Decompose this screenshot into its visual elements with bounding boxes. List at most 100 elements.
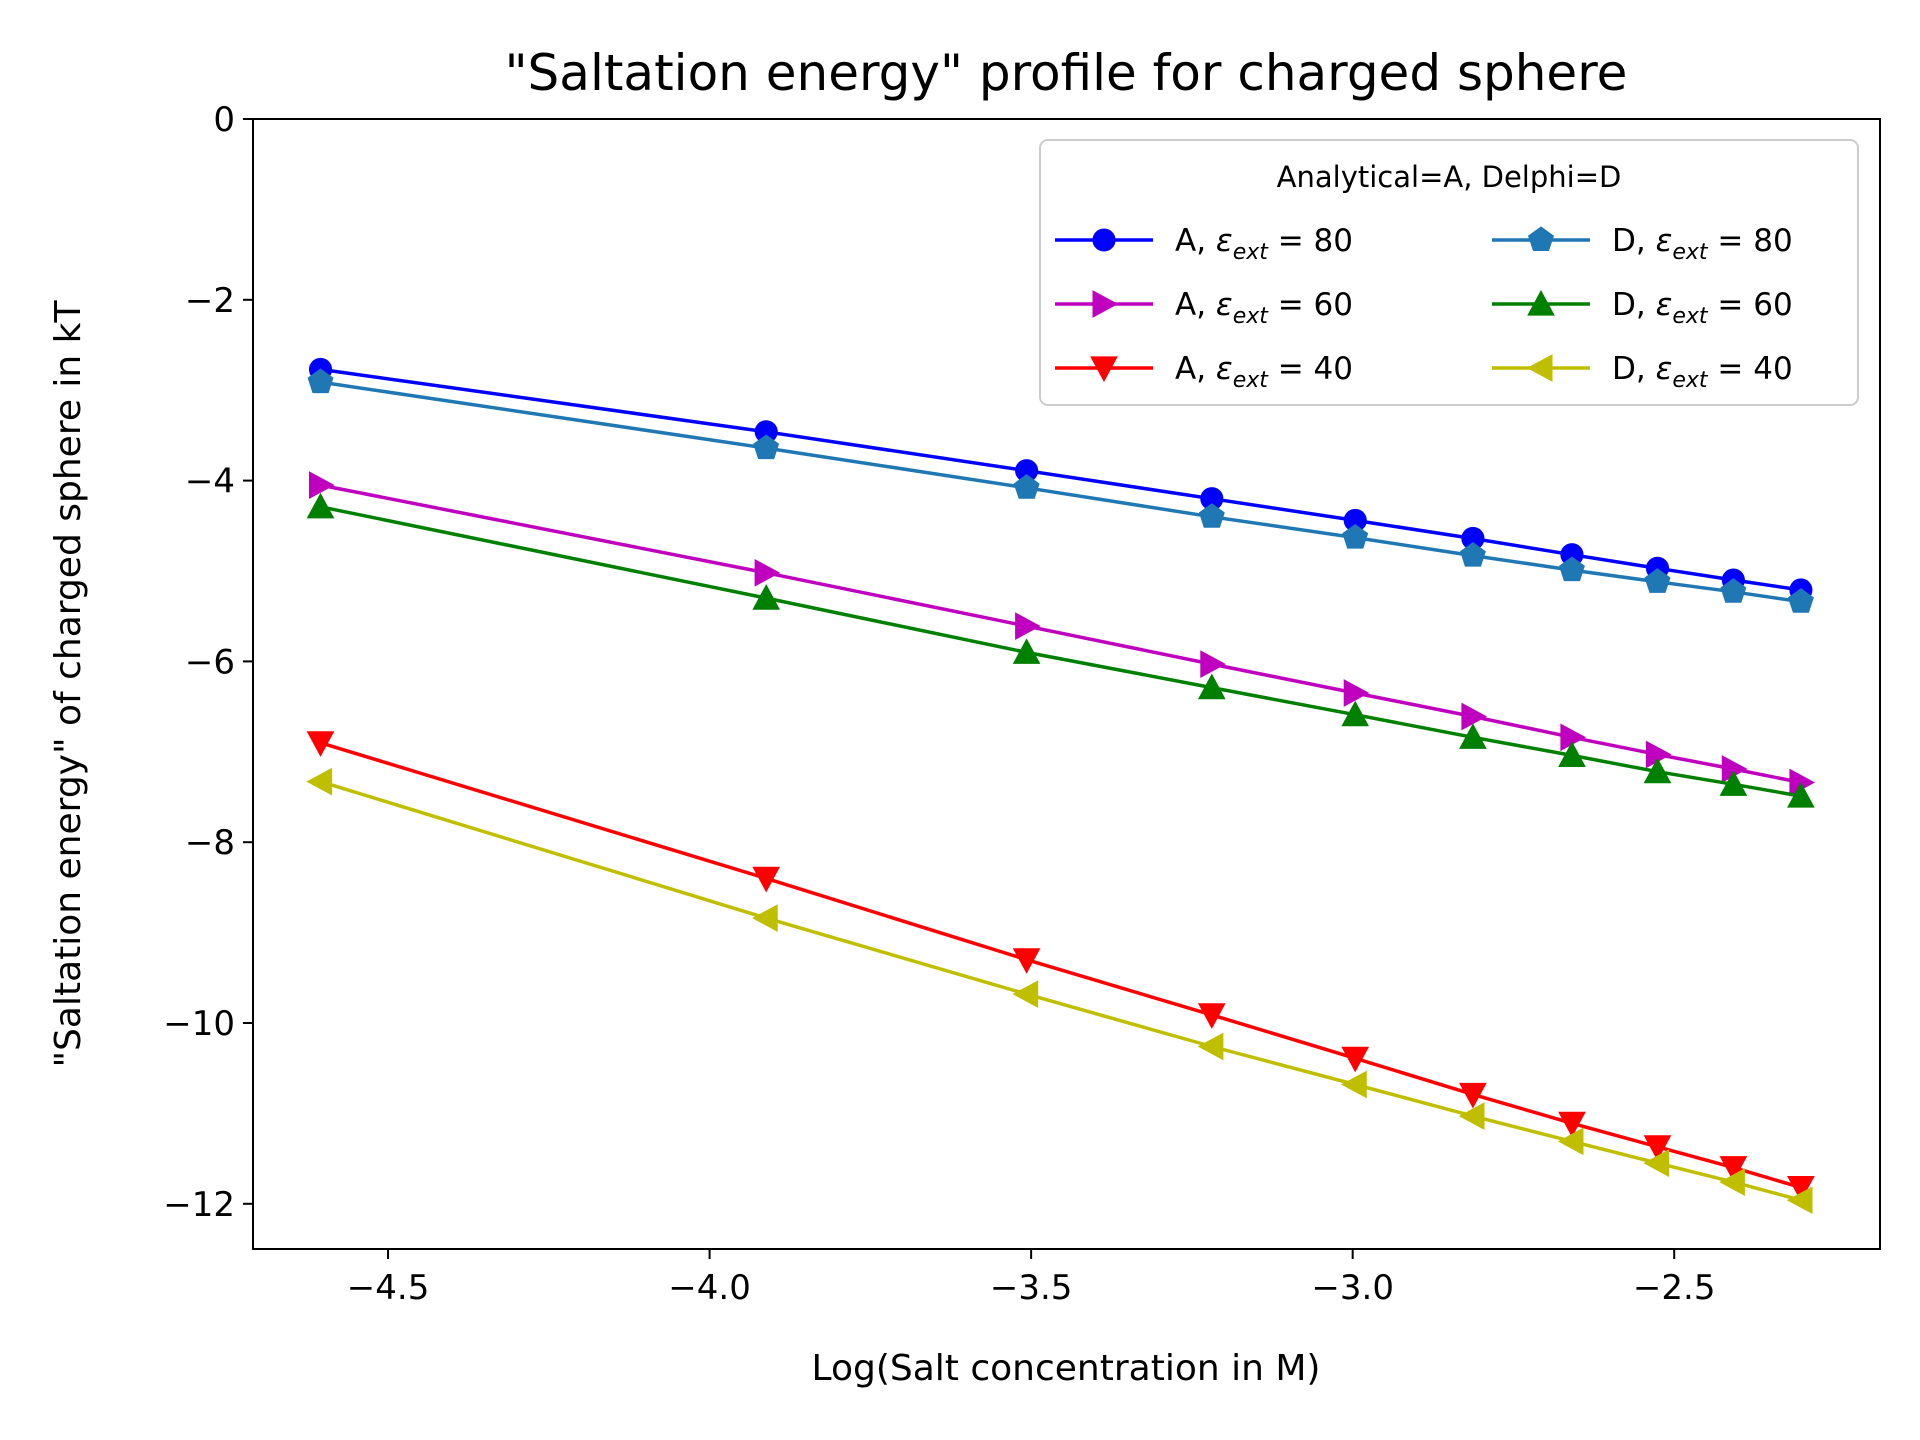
series-line <box>320 483 1802 785</box>
data-point <box>1341 1070 1367 1099</box>
y-tick-label: 0 <box>213 100 235 140</box>
legend: Analytical=A, Delphi=D A, εext = 80A, εe… <box>1039 139 1859 406</box>
data-point <box>1558 1111 1586 1138</box>
y-tick-label: −2 <box>185 281 235 321</box>
legend-title: Analytical=A, Delphi=D <box>1277 160 1622 194</box>
legend-label: A, εext = 40 <box>1175 351 1353 393</box>
data-point <box>753 434 780 460</box>
data-point <box>752 584 781 610</box>
series-line <box>319 779 1802 1202</box>
data-point <box>1643 757 1672 784</box>
data-point <box>752 904 778 932</box>
x-axis-label: Log(Salt concentration in M) <box>812 1348 1321 1389</box>
legend-label: D, εext = 80 <box>1612 223 1793 265</box>
x-tick-label: −4.5 <box>347 1268 430 1308</box>
series-5 <box>306 492 1815 808</box>
series-2 <box>309 471 1815 797</box>
y-tick-label: −12 <box>163 1185 235 1225</box>
data-point <box>1719 770 1748 796</box>
data-point <box>1644 568 1671 593</box>
data-point <box>1197 1032 1224 1061</box>
legend-label: D, εext = 60 <box>1612 287 1793 329</box>
data-point <box>1461 702 1487 731</box>
data-point <box>1341 700 1370 727</box>
legend-box <box>1039 139 1859 406</box>
data-point <box>1459 723 1487 749</box>
legend-swatch-marker <box>1528 226 1554 251</box>
data-point <box>1460 541 1486 567</box>
data-point <box>1643 1149 1669 1177</box>
data-point <box>752 866 781 893</box>
legend-entry: A, εext = 40 <box>1055 351 1353 393</box>
y-axis-label: "Saltation energy" of charged sphere in … <box>48 299 89 1067</box>
y-tick-label: −4 <box>185 462 235 502</box>
series-4 <box>307 368 1814 613</box>
data-point <box>1197 673 1226 700</box>
data-point <box>1787 588 1814 613</box>
data-point <box>1342 523 1369 549</box>
data-point <box>306 492 335 519</box>
data-point <box>1341 1046 1370 1073</box>
data-point <box>1643 1135 1672 1161</box>
legend-label: D, εext = 40 <box>1612 351 1793 393</box>
data-point <box>1200 650 1226 678</box>
series-line <box>319 741 1802 1190</box>
y-tick-label: −8 <box>185 823 235 863</box>
data-point <box>1012 980 1039 1008</box>
y-tick-label: −6 <box>185 642 235 682</box>
y-axis: 0 −2 −4 −6 −8 −10 −12 <box>163 100 253 1225</box>
data-point <box>1012 638 1041 664</box>
legend-swatch-marker <box>1092 290 1119 318</box>
legend-entry: A, εext = 60 <box>1055 287 1353 329</box>
y-tick-label: −10 <box>163 1004 235 1044</box>
data-point <box>1786 1186 1813 1215</box>
data-point <box>1459 1082 1487 1109</box>
legend-entry: A, εext = 80 <box>1055 223 1353 265</box>
data-point <box>1197 1003 1226 1029</box>
series-layer <box>306 357 1815 1215</box>
data-point <box>306 731 335 757</box>
data-point <box>1558 741 1586 767</box>
data-point <box>1012 948 1041 974</box>
x-tick-label: −2.5 <box>1633 1268 1716 1308</box>
data-point <box>1557 1127 1584 1156</box>
legend-label: A, εext = 80 <box>1175 223 1353 265</box>
legend-entry: D, εext = 80 <box>1492 223 1793 265</box>
data-point <box>306 767 333 796</box>
series-line <box>320 505 1802 798</box>
data-point <box>754 558 781 587</box>
axes-frame <box>252 118 1881 1250</box>
data-point <box>1787 1176 1815 1202</box>
data-point <box>1720 578 1747 603</box>
data-point <box>1719 1168 1745 1196</box>
legend-swatch-marker <box>1526 354 1553 382</box>
data-point <box>309 471 335 499</box>
data-point <box>1343 679 1370 707</box>
legend-swatch-marker <box>1090 356 1118 383</box>
legend-label: A, εext = 60 <box>1175 287 1353 329</box>
series-6 <box>306 767 1813 1215</box>
legend-entry: D, εext = 60 <box>1492 287 1793 329</box>
chart-title: "Saltation energy" profile for charged s… <box>505 44 1628 102</box>
x-tick-label: −3.5 <box>990 1268 1073 1308</box>
series-1 <box>308 357 1813 602</box>
data-point <box>1559 556 1585 582</box>
x-tick-label: −4.0 <box>668 1268 751 1308</box>
data-point <box>1458 1102 1485 1130</box>
data-point <box>1013 474 1040 499</box>
series-line <box>320 367 1802 592</box>
data-point <box>1198 503 1225 528</box>
data-point <box>1719 1156 1748 1182</box>
x-tick-label: −3.0 <box>1311 1268 1394 1308</box>
legend-swatch-marker <box>1527 289 1555 316</box>
data-point <box>1015 612 1041 640</box>
legend-entry: D, εext = 40 <box>1492 351 1793 393</box>
data-point <box>307 368 334 394</box>
series-3 <box>306 731 1815 1202</box>
x-axis: −4.5 −4.0 −3.5 −3.0 −2.5 <box>347 1249 1716 1308</box>
legend-swatch-marker <box>1092 228 1116 252</box>
legend-entries: A, εext = 80 A, εext = 60 A, εext = 40 D, ε… <box>1055 223 1793 393</box>
data-point <box>1787 782 1815 808</box>
series-line <box>320 380 1802 604</box>
